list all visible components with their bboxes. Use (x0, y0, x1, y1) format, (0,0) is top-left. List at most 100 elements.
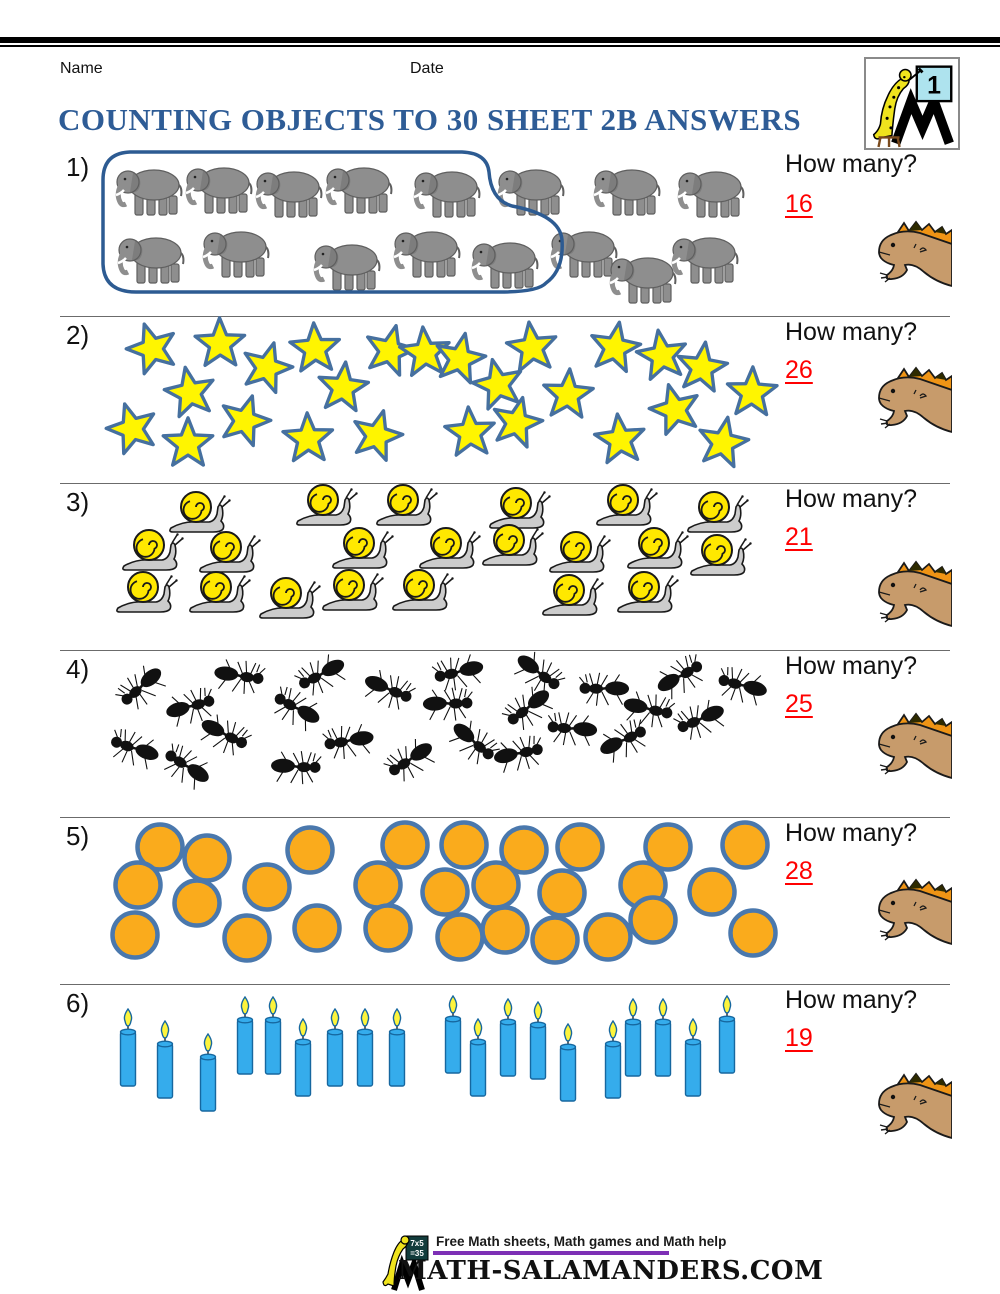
ant-image (711, 660, 776, 714)
circle-image (285, 825, 335, 875)
snail-image (114, 569, 180, 615)
ant-image (378, 728, 447, 792)
salamander-logo-icon: 1 (872, 65, 954, 148)
star-image (690, 410, 755, 474)
ant-image (576, 669, 633, 711)
elephant-image (470, 236, 540, 290)
ant-image (589, 711, 657, 772)
star-image (356, 317, 423, 383)
star-image (343, 402, 411, 469)
circle-image (628, 895, 678, 945)
candle-image (603, 1020, 623, 1100)
elephant-image (116, 231, 186, 285)
star-image (589, 409, 650, 469)
star-image (395, 323, 455, 382)
section-divider (60, 984, 950, 985)
ant-image (153, 736, 222, 800)
star-image (723, 364, 781, 420)
elephant-image (392, 225, 462, 279)
site-name: Math-Salamanders.com (398, 1256, 824, 1286)
snail-image (417, 525, 483, 571)
star-image (157, 360, 222, 424)
snail-image (294, 482, 360, 528)
star-image (192, 316, 249, 371)
candle-image (263, 996, 283, 1076)
snail-image (615, 569, 681, 615)
snail-image (540, 572, 606, 618)
star-image (538, 365, 598, 423)
circle-image (435, 912, 485, 962)
candle-image (293, 1018, 313, 1098)
ant-image (496, 675, 565, 740)
elephant-image (608, 251, 678, 305)
circle-image (537, 868, 587, 918)
circle-image (480, 905, 530, 955)
elephant-image (184, 161, 254, 215)
question-3-number: 3) (66, 487, 90, 517)
candle-image (443, 995, 463, 1075)
candle-image (558, 1023, 578, 1103)
question-5-number: 5) (66, 821, 90, 851)
ant-image (157, 681, 222, 736)
footer-rule (433, 1251, 669, 1255)
circle-image (728, 908, 778, 958)
elephant-image (324, 161, 394, 215)
top-border-thick (0, 37, 1000, 43)
star-image (484, 389, 551, 454)
candle-image (155, 1020, 175, 1100)
star-image (630, 324, 694, 386)
circle-image (113, 860, 163, 910)
ant-image (289, 645, 357, 706)
ant-image (486, 729, 550, 781)
elephant-image (676, 165, 746, 219)
star-image (583, 316, 648, 379)
name-label: Name (60, 60, 103, 77)
question-2-answer: 26 (785, 356, 813, 384)
snail-image (688, 532, 754, 578)
snail-image (167, 489, 233, 535)
ant-image (646, 646, 715, 709)
lizard-icon (876, 878, 952, 948)
circle-image (380, 820, 430, 870)
logo-number: 1 (927, 71, 941, 99)
question-1-number: 1) (66, 152, 90, 182)
snail-image (197, 529, 263, 575)
circle-image (499, 825, 549, 875)
ant-image (263, 679, 331, 742)
math-salamanders-logo: 1 (864, 57, 960, 150)
lizard-icon (876, 1072, 952, 1142)
section-divider (60, 650, 950, 651)
candle-image (198, 1033, 218, 1113)
circle-image (687, 867, 737, 917)
counting-loop (101, 150, 564, 294)
footer-tagline: Free Math sheets, Math games and Math he… (436, 1234, 727, 1249)
ant-image (354, 661, 421, 718)
snail-image (187, 569, 253, 615)
star-image (501, 317, 563, 377)
star-image (440, 403, 500, 461)
question-3-answer: 21 (785, 523, 813, 551)
circle-image (110, 910, 160, 960)
snail-image (625, 525, 691, 571)
section-divider (60, 316, 950, 317)
candle-image (468, 1018, 488, 1098)
ant-image (189, 705, 257, 765)
circle-image (439, 820, 489, 870)
candle-image (717, 995, 737, 1075)
lizard-icon (876, 220, 952, 290)
lizard-icon (876, 712, 952, 782)
ant-image (267, 748, 324, 789)
ant-image (543, 707, 603, 753)
elephant-image (254, 165, 324, 219)
snail-image (390, 567, 456, 613)
question-4-prompt: How many? (785, 652, 917, 680)
circle-image (292, 903, 342, 953)
